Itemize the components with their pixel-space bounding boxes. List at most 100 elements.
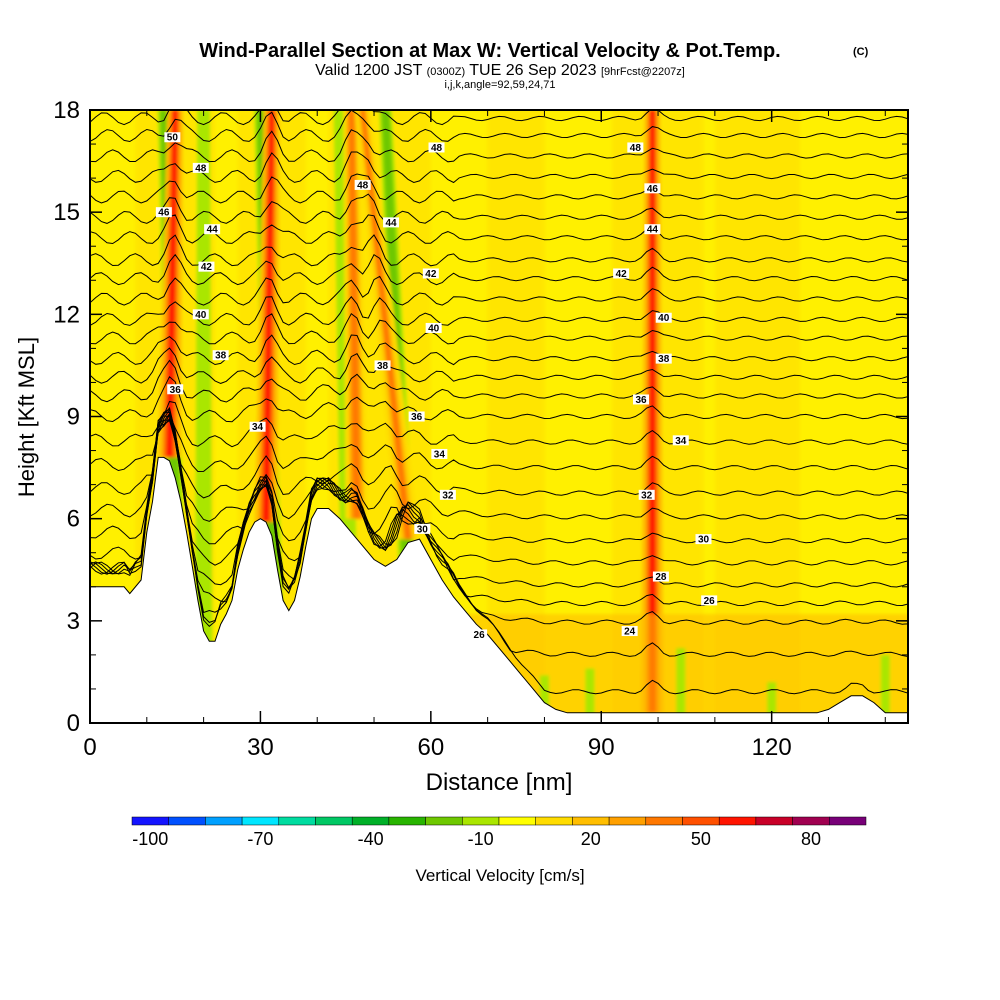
theta-contour-label-text: 40 (195, 310, 207, 321)
theta-contour-label-text: 44 (207, 225, 219, 236)
theta-contour-line (90, 413, 908, 473)
theta-contour-line (90, 234, 908, 267)
theta-contour-label: 38 (655, 353, 672, 365)
colorbar-swatch (388, 816, 426, 826)
theta-contour-label: 30 (414, 523, 431, 535)
valid-date: TUE 26 Sep 2023 (469, 62, 596, 79)
colorbar-tick-label: 20 (581, 829, 601, 849)
theta-contour-label-text: 32 (641, 490, 653, 501)
grid-indices: i,j,k,angle=92,59,24,71 (444, 79, 555, 91)
theta-contour-line (90, 173, 908, 204)
theta-contour-label-text: 30 (417, 524, 429, 535)
theta-contour-label: 40 (192, 309, 209, 321)
theta-contour-label-text: 32 (442, 490, 454, 501)
weak-downdraft-streak (585, 668, 595, 723)
colorbar-swatch (205, 816, 243, 826)
theta-contour-label: 48 (428, 142, 445, 154)
theta-contour-label-text: 26 (704, 596, 716, 607)
colorbar-swatch (498, 816, 536, 826)
theta-contour-label-text: 48 (630, 143, 642, 154)
theta-contour-label-text: 42 (616, 269, 628, 280)
colorbar-swatch (241, 816, 280, 826)
colorbar-label: Vertical Velocity [cm/s] (415, 866, 584, 885)
theta-contour-label-text: 44 (386, 218, 398, 229)
theta-contour-label: 34 (431, 448, 448, 460)
colorbar-swatch (682, 816, 720, 826)
theta-contour-label-text: 50 (167, 133, 179, 144)
colorbar-swatch (131, 816, 169, 826)
x-tick-label: 90 (588, 734, 615, 761)
terrain-mask (90, 456, 908, 723)
theta-contours (90, 110, 908, 695)
weak-downdraft-streak (880, 654, 890, 723)
y-tick-label: 6 (67, 506, 80, 533)
colorbar-tick-label: -40 (358, 829, 384, 849)
theta-contour-label: 32 (439, 489, 456, 501)
theta-contour-label: 26 (701, 595, 718, 607)
theta-contour-label-text: 36 (635, 395, 647, 406)
colorbar-swatch (351, 816, 390, 826)
valid-utc: (0300Z) (427, 66, 466, 78)
theta-contour-line (90, 415, 908, 566)
theta-contour-label: 34 (249, 421, 266, 433)
theta-contour-label-text: 46 (158, 208, 170, 219)
colorbar-swatch (608, 816, 647, 826)
x-tick-label: 0 (83, 734, 96, 761)
theta-contour-line (90, 296, 908, 326)
updraft-plume (166, 110, 178, 458)
colorbar-swatch (755, 816, 793, 826)
theta-contour-label: 26 (471, 629, 488, 641)
theta-contour-label-text: 30 (698, 535, 710, 546)
colorbar-tick-label: 80 (801, 829, 821, 849)
theta-contour-label: 32 (638, 489, 655, 501)
theta-contour-line (90, 417, 908, 499)
colorbar-tick-label: -70 (247, 829, 273, 849)
theta-contour-label-text: 48 (431, 143, 443, 154)
colorbar-tick-label: -100 (132, 829, 168, 849)
colorbar: -100 -70 -40 -10 20 50 80 (131, 816, 867, 849)
theta-contour-line (90, 312, 908, 345)
theta-contour-line (90, 400, 908, 448)
theta-contour-label-text: 36 (170, 385, 182, 396)
chart-subtitle: Valid 1200 JST (0300Z) TUE 26 Sep 2023 [… (315, 62, 685, 79)
theta-contour-label-text: 48 (357, 180, 369, 191)
theta-contour-label-text: 34 (252, 422, 264, 433)
theta-contour-label: 50 (164, 132, 181, 144)
colorbar-tick-label: 50 (691, 829, 711, 849)
theta-contour-label: 44 (383, 217, 400, 229)
theta-contour-label-text: 24 (624, 627, 636, 638)
y-tick-label: 18 (53, 97, 80, 124)
theta-contour-label: 36 (167, 384, 184, 396)
theta-contour-label: 28 (652, 571, 669, 583)
y-tick-label: 0 (67, 710, 80, 737)
weak-downdraft-streak (767, 682, 777, 723)
theta-contour-label-text: 42 (201, 262, 213, 273)
theta-contour-line (90, 151, 908, 184)
updraft-plume (360, 110, 412, 540)
theta-contour-label: 34 (672, 435, 689, 447)
y-tick-label: 3 (67, 608, 80, 635)
theta-contour-label: 42 (198, 261, 215, 273)
theta-contour-label: 40 (655, 312, 672, 324)
theta-contour-label: 38 (374, 360, 391, 372)
theta-contour-label-text: 36 (411, 412, 423, 423)
theta-contour-line (90, 129, 908, 163)
theta-contour-line (90, 419, 908, 522)
updraft-plume (348, 110, 361, 519)
weak-downdraft-streak (676, 648, 686, 723)
theta-contour-label-text: 44 (647, 225, 659, 236)
forecast-info: [9hrFcst@2207z] (601, 66, 685, 78)
chart-title: Wind-Parallel Section at Max W: Vertical… (199, 40, 780, 62)
theta-contour-label-text: 34 (675, 436, 687, 447)
x-tick-label: 120 (752, 734, 792, 761)
theta-contour-line (90, 412, 908, 695)
colorbar-swatch (425, 816, 463, 826)
colorbar-swatch (315, 816, 353, 826)
theta-contour-line (90, 406, 908, 625)
theta-contour-line (90, 275, 908, 306)
theta-contour-label: 24 (621, 626, 638, 638)
theta-contour-label-text: 40 (428, 323, 440, 334)
colorbar-swatch (829, 816, 867, 826)
theta-contour-line (90, 347, 908, 384)
